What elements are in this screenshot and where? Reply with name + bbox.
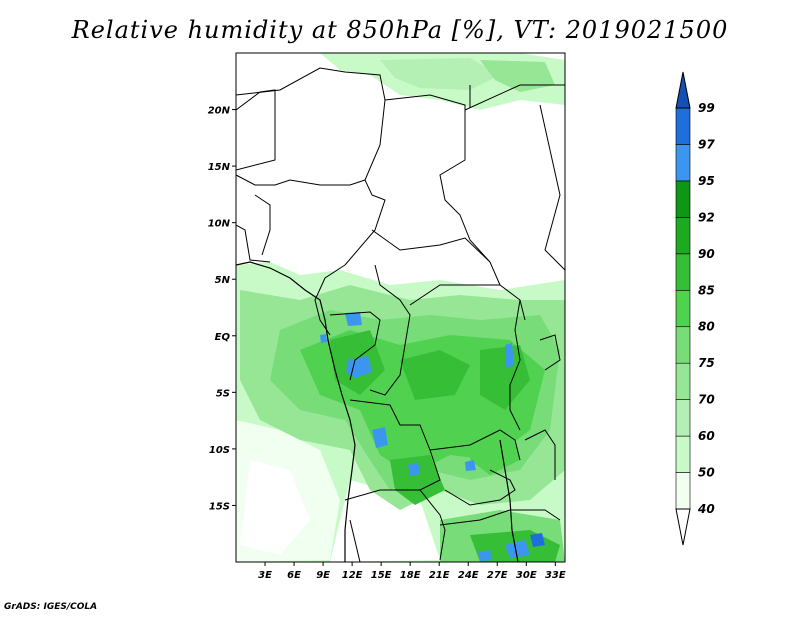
plot-title: Relative humidity at 850hPa [%], VT: 201… [71, 16, 729, 44]
colorbar-label: 60 [698, 429, 715, 443]
colorbar-label: 97 [698, 137, 715, 151]
lon-tick-label: 21E [429, 570, 450, 581]
lat-tick-label: 20N [208, 106, 231, 117]
country-borders [236, 67, 565, 562]
coastline [236, 261, 519, 562]
colorbar-label: 40 [697, 502, 715, 516]
colorbar-label: 95 [698, 174, 715, 188]
colorbar-label: 92 [698, 210, 715, 224]
colorbar-segment [675, 144, 691, 182]
colorbar-high-arrow [675, 71, 691, 109]
lon-tick-label: 3E [258, 570, 272, 581]
latitude-axis: 20N 15N 10N 5N EQ 5S 10S 15S [208, 106, 236, 512]
colorbar-low-arrow [675, 508, 691, 546]
lon-tick-label: 27E [487, 570, 508, 581]
plot-frame [235, 52, 566, 563]
lat-tick-label: 5N [215, 275, 231, 286]
lon-tick-label: 24E [458, 570, 479, 581]
lat-tick-label: EQ [215, 332, 231, 343]
lon-tick-label: 9E [316, 570, 330, 581]
colorbar-segment [675, 362, 691, 400]
colorbar-label: 50 [698, 466, 715, 480]
lon-tick-label: 12E [342, 570, 363, 581]
colorbar-label: 80 [698, 320, 715, 334]
lat-tick-label: 10S [209, 445, 230, 456]
lon-tick-label: 18E [400, 570, 421, 581]
colorbar-segment [675, 289, 691, 328]
humidity-field [236, 53, 565, 562]
grads-credit: GrADS: IGES/COLA [4, 602, 98, 612]
lon-tick-label: 15E [371, 570, 392, 581]
colorbar-segment [675, 472, 691, 510]
lat-tick-label: 15N [208, 162, 231, 173]
lat-tick-label: 10N [208, 219, 231, 230]
lat-tick-label: 15S [209, 501, 230, 512]
lon-tick-label: 30E [516, 570, 537, 581]
colorbar-segment [675, 253, 691, 291]
colorbar-label: 70 [698, 393, 715, 407]
colorbar-segment [675, 435, 691, 473]
colorbar-label: 90 [698, 247, 715, 261]
colorbar-legend: 40 50 60 70 75 80 85 90 92 95 97 99 [675, 71, 715, 546]
colorbar-label: 75 [698, 356, 715, 370]
colorbar-segment [675, 107, 691, 145]
colorbar-segment [675, 217, 691, 255]
colorbar-segment [675, 180, 691, 218]
lon-tick-label: 6E [287, 570, 301, 581]
colorbar-segment [675, 399, 691, 437]
lat-tick-label: 5S [216, 388, 230, 399]
colorbar-label: 99 [698, 101, 715, 115]
lon-tick-label: 33E [545, 570, 566, 581]
colorbar-label: 85 [698, 283, 715, 297]
colorbar-segment [675, 326, 691, 364]
longitude-axis: 3E 6E 9E 12E 15E 18E 21E 24E 27E 30E 33E [258, 562, 566, 581]
